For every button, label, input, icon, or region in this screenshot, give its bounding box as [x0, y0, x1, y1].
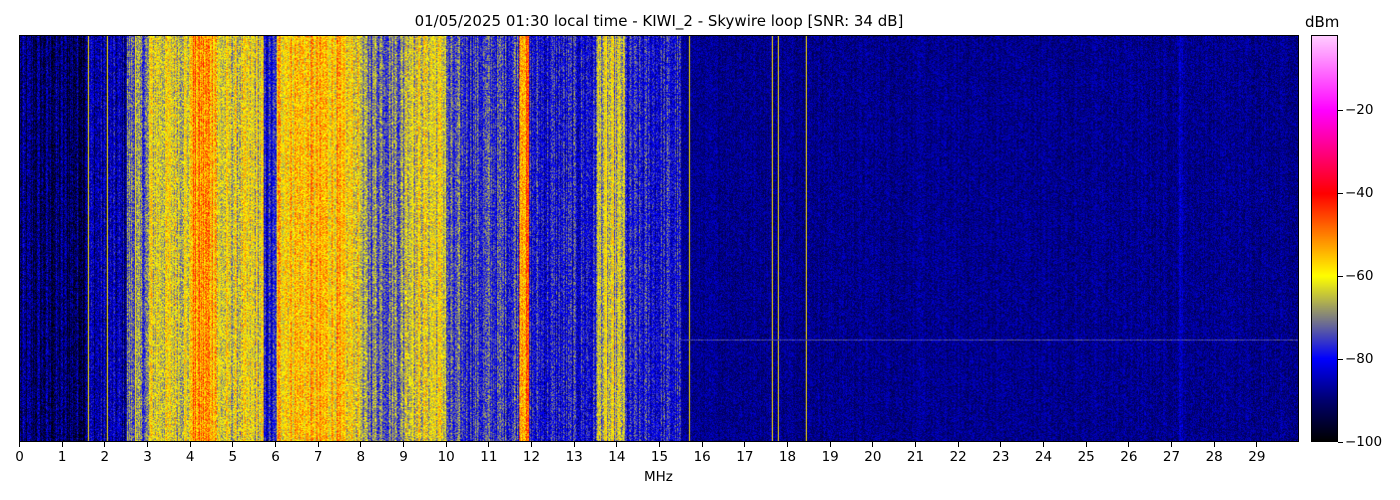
- x-tick: [104, 442, 106, 447]
- x-tick-label: 11: [480, 449, 498, 465]
- colorbar-tick-label: −80: [1345, 350, 1374, 367]
- x-tick: [1128, 442, 1130, 447]
- colorbar-tick: [1338, 109, 1343, 111]
- x-tick: [147, 442, 148, 447]
- x-tick-label: 12: [522, 449, 541, 465]
- x-tick: [659, 442, 660, 447]
- x-tick-label: 27: [1162, 449, 1181, 465]
- chart-title: 01/05/2025 01:30 local time - KIWI_2 - S…: [414, 12, 904, 30]
- x-tick-label: 8: [356, 449, 366, 465]
- waterfall-heatmap: [19, 35, 1299, 442]
- x-tick: [275, 442, 276, 447]
- x-tick: [1213, 442, 1215, 447]
- x-tick: [1000, 442, 1002, 447]
- x-tick: [787, 442, 788, 447]
- x-tick-label: 28: [1205, 449, 1223, 465]
- x-tick: [360, 442, 362, 447]
- colorbar-tick: [1338, 442, 1343, 443]
- x-tick: [1043, 442, 1044, 447]
- x-tick: [61, 442, 63, 447]
- x-tick-label: 24: [1034, 449, 1053, 465]
- x-tick-label: 26: [1120, 449, 1138, 465]
- x-tick: [1085, 442, 1087, 447]
- x-axis-label: MHz: [644, 469, 673, 485]
- x-tick-label: 10: [437, 449, 455, 465]
- x-tick-label: 23: [992, 449, 1010, 465]
- x-tick: [701, 442, 703, 447]
- x-tick-label: 17: [736, 449, 754, 465]
- x-tick-label: 29: [1248, 449, 1266, 465]
- x-tick: [1171, 442, 1172, 447]
- x-tick-label: 9: [399, 449, 408, 465]
- x-tick: [616, 442, 618, 447]
- x-tick: [317, 442, 319, 447]
- x-tick-label: 6: [271, 449, 280, 465]
- x-tick: [189, 442, 191, 447]
- x-tick-label: 4: [185, 449, 195, 465]
- x-tick-label: 3: [143, 449, 152, 465]
- x-tick: [872, 442, 874, 447]
- x-tick-label: 14: [608, 449, 626, 465]
- x-tick-label: 18: [778, 449, 797, 465]
- x-tick: [488, 442, 490, 447]
- x-tick: [445, 442, 447, 447]
- x-tick: [573, 442, 575, 447]
- x-tick-label: 0: [15, 449, 24, 465]
- x-tick-label: 1: [57, 449, 67, 465]
- colorbar-tick: [1338, 192, 1343, 194]
- x-tick: [403, 442, 404, 447]
- x-tick-label: 25: [1077, 449, 1095, 465]
- x-tick-label: 2: [100, 449, 110, 465]
- x-tick-label: 16: [693, 449, 711, 465]
- x-tick-label: 19: [821, 449, 839, 465]
- colorbar-tick-label: −40: [1345, 184, 1374, 201]
- x-tick: [915, 442, 916, 447]
- colorbar-label: dBm: [1305, 13, 1340, 31]
- x-tick-label: 22: [949, 449, 967, 465]
- x-tick-label: 20: [864, 449, 882, 465]
- x-tick: [744, 442, 746, 447]
- x-tick: [232, 442, 234, 447]
- colorbar-tick-label: −20: [1345, 101, 1374, 118]
- colorbar-tick-label: −100: [1345, 434, 1383, 450]
- colorbar-tick-label: −60: [1345, 267, 1374, 284]
- colorbar: [1311, 35, 1338, 442]
- colorbar-tick: [1338, 275, 1343, 277]
- x-tick: [1256, 442, 1258, 447]
- x-tick-label: 7: [313, 449, 323, 465]
- colorbar-tick: [1338, 358, 1343, 360]
- x-tick-label: 15: [650, 449, 669, 465]
- x-tick: [957, 442, 959, 447]
- x-tick: [829, 442, 831, 447]
- x-tick: [19, 442, 20, 447]
- x-tick-label: 21: [906, 449, 925, 465]
- x-tick: [531, 442, 532, 447]
- x-tick-label: 13: [565, 449, 583, 465]
- x-tick-label: 5: [228, 449, 238, 465]
